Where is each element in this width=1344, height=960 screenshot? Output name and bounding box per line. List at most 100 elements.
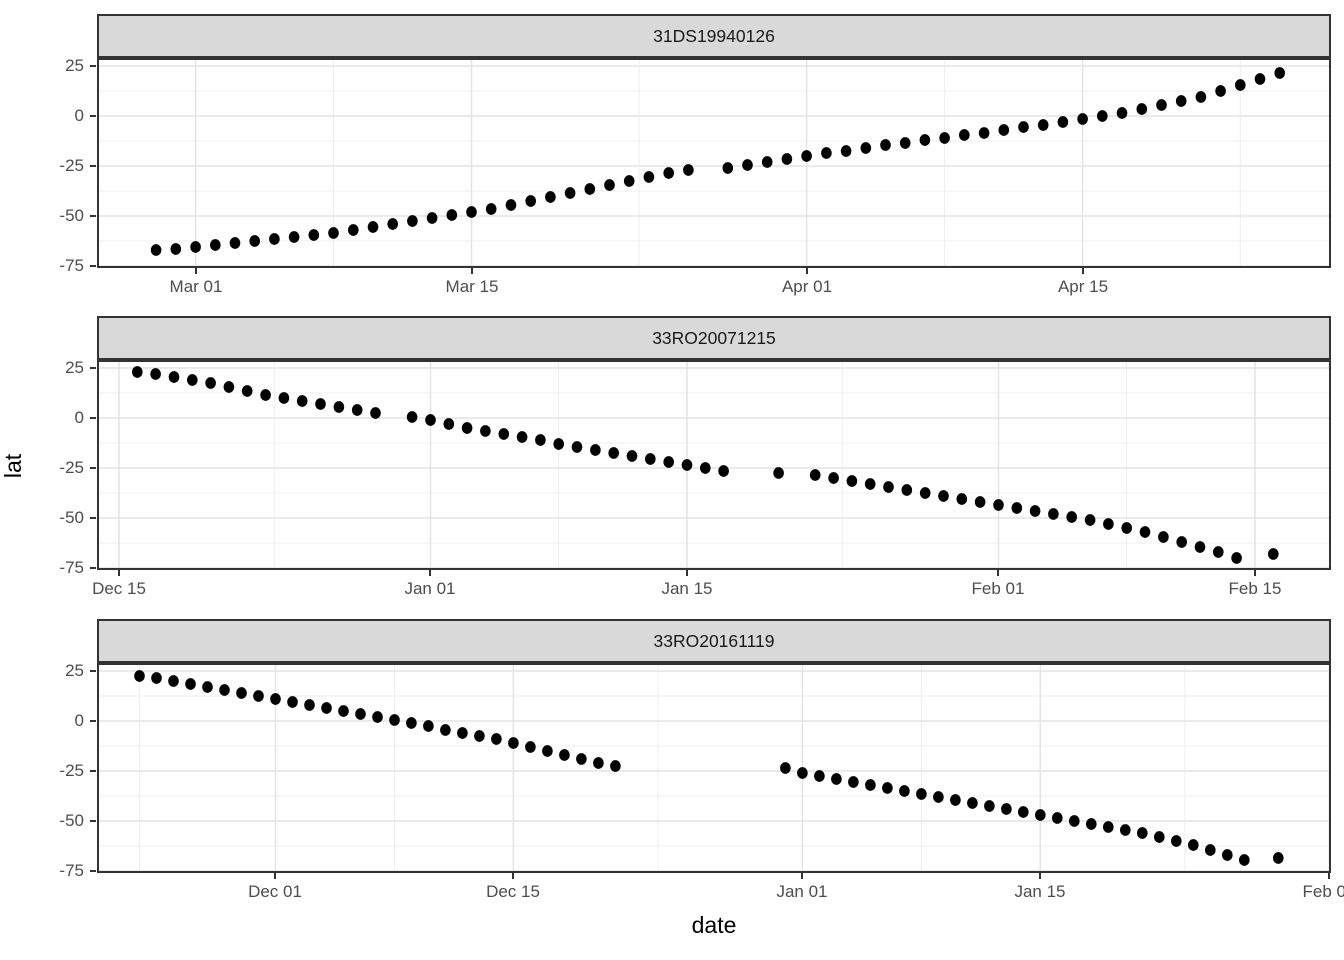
data-point [355,708,366,720]
data-point [296,395,308,407]
x-tick-label: Apr 01 [781,277,833,296]
data-point [593,757,604,769]
y-axis-title: lat [0,453,26,479]
data-point [367,221,379,233]
y-tick-label: -50 [59,508,84,527]
y-tick-label: -75 [59,861,84,880]
data-point [919,134,931,146]
facet-strip-1-label: 31DS19940126 [653,25,775,46]
x-tick-label: Jan 01 [776,882,828,901]
data-point [150,368,161,380]
data-point [933,791,944,803]
data-point [1156,99,1167,111]
major-gridlines [97,360,1331,570]
data-point [590,444,601,456]
facet-panel-1 [97,58,1331,268]
x-tick-label: Mar 15 [445,277,499,296]
data-point [1057,116,1069,128]
data-point [1137,827,1148,839]
y-tick-label: 25 [65,661,84,680]
data-point [1001,803,1012,815]
data-point [229,237,241,249]
facet-strip-3: 33RO20161119 [97,619,1331,663]
x-tick-mark [471,268,473,274]
data-point [1158,531,1169,543]
data-point [610,760,621,772]
data-point [269,233,280,245]
data-point [681,459,693,471]
data-point [608,447,619,459]
data-point [219,684,230,696]
data-point [545,191,556,203]
data-point [553,438,564,450]
y-tick-mark [90,65,96,67]
data-point [1239,854,1250,866]
data-point [315,398,326,410]
data-point [623,175,635,187]
data-point [828,472,839,484]
data-point [308,229,320,241]
data-point [831,773,842,785]
data-point [901,484,913,496]
data-point [134,670,145,682]
data-point [210,239,221,251]
data-point [700,462,711,474]
data-point [466,206,477,218]
data-point [1139,526,1151,538]
minor-gridlines [97,360,1331,570]
data-point [1037,119,1049,131]
data-point [1222,849,1233,861]
y-tick-label: -75 [59,558,84,577]
data-point [278,392,290,404]
data-point [1084,514,1096,526]
data-point [426,212,438,224]
data-point [446,209,458,221]
data-point [814,770,825,782]
x-tick-label: Jan 15 [661,579,713,598]
data-point [170,243,182,255]
data-point [967,797,978,809]
data-point [984,800,995,812]
data-point [742,159,753,171]
data-point [809,469,821,481]
data-point [387,218,399,230]
x-tick-label: Apr 15 [1057,277,1109,296]
data-point [270,693,281,705]
data-point [865,779,876,791]
y-tick-mark [90,265,96,267]
scatter-points [134,670,1284,866]
x-tick-label: Mar 01 [169,277,223,296]
data-point [663,456,674,468]
y-tick-mark [90,567,96,569]
data-point [564,187,576,199]
data-point [1116,107,1128,119]
data-point [718,465,729,477]
data-point [663,167,674,179]
x-tick-label: Feb 15 [1228,579,1282,598]
data-point [899,137,911,149]
facet-strip-1: 31DS19940126 [97,14,1331,58]
y-tick-mark [90,467,96,469]
data-point [584,183,596,195]
data-point [781,153,793,165]
data-point [132,366,143,378]
y-tick-mark [90,820,96,822]
data-point [1018,121,1029,133]
data-point [1195,91,1207,103]
data-point [443,418,455,430]
y-tick-label: 25 [65,56,84,75]
data-point [978,127,990,139]
data-point [1120,824,1131,836]
x-tick-mark [1039,873,1041,879]
data-point [626,450,638,462]
major-gridlines [97,663,1331,873]
data-point [1254,73,1266,85]
data-point [683,164,694,176]
data-point [542,745,553,757]
data-point [1176,536,1187,548]
data-point [882,782,893,794]
data-point [516,431,528,443]
data-point [480,425,491,437]
y-tick-label: -50 [59,811,84,830]
data-point [846,475,858,487]
